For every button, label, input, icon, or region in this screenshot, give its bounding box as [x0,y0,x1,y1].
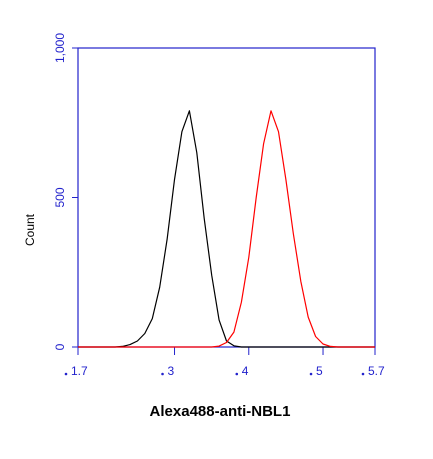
x-tick-label: 5 [316,364,323,378]
y-axis-label: Count [23,213,37,246]
x-tick-label: 3 [168,364,175,378]
x-tick-dot [361,372,365,376]
x-tick-dot [235,372,239,376]
x-tick-label: 4 [242,364,249,378]
x-tick-label: 1.7 [71,364,88,378]
chart-title: Alexa488-anti-NBL1 [150,403,291,420]
plot-frame [77,47,376,348]
y-tick-label: 1,000 [53,33,67,63]
y-tick-label: 500 [53,187,67,207]
x-tick-dot [161,372,164,376]
y-tick-label: 0 [53,343,67,350]
x-tick-dot [64,372,68,376]
x-tick-dot [309,372,313,376]
histogram-line [78,110,375,348]
x-tick-label: 5.7 [368,364,385,378]
histogram-line [78,110,375,348]
